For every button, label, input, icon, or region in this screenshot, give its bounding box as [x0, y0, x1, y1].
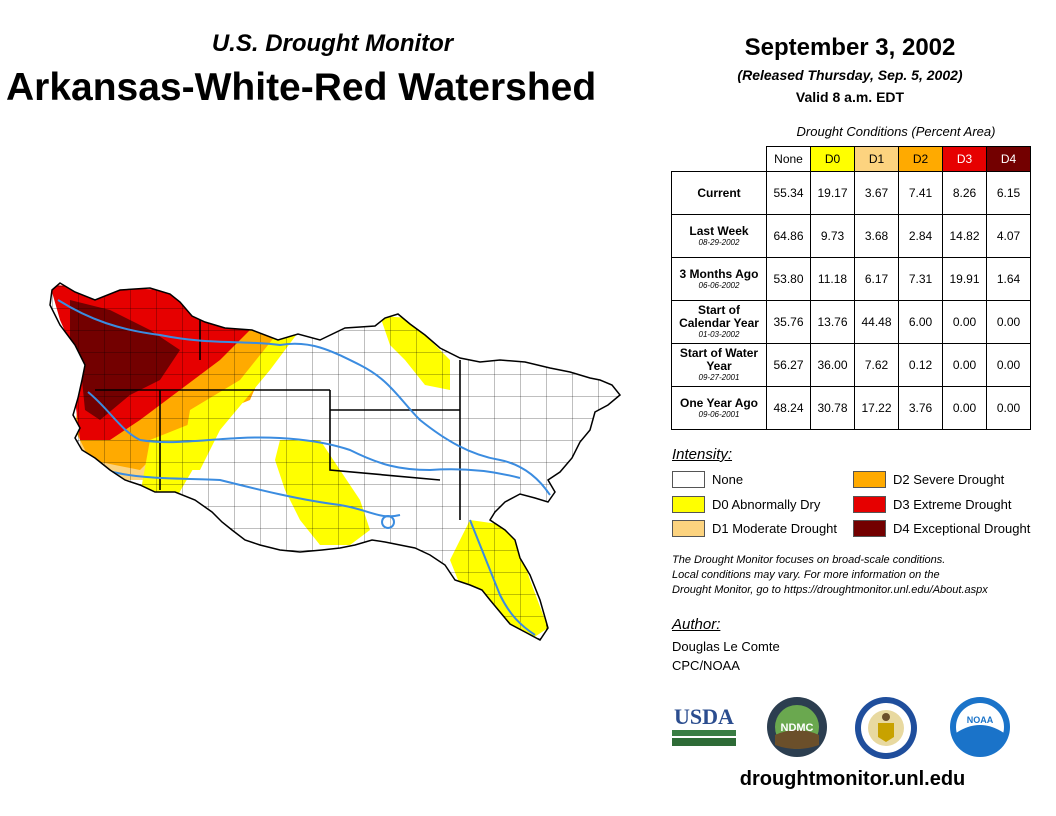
table-cell: 0.00 [942, 343, 987, 387]
river-arkansas [57, 299, 551, 496]
table-cell: 30.78 [810, 386, 855, 430]
table-cell: 11.18 [810, 257, 855, 301]
table-cell: 17.22 [854, 386, 899, 430]
table-cell: 35.76 [766, 300, 811, 344]
row-label: Current [671, 171, 767, 215]
river-red [104, 469, 401, 518]
table-cell: 36.00 [810, 343, 855, 387]
river-lower [469, 519, 536, 636]
table-row: One Year Ago 09-06-2001 48.24 30.78 17.22… [671, 386, 1031, 430]
usda-logo-icon: USDA [672, 704, 736, 746]
website-link[interactable]: droughtmonitor.unl.edu [739, 768, 966, 790]
table-cell: 0.00 [986, 300, 1031, 344]
legend-item-d0: D0 Abnormally Dry [672, 496, 820, 513]
author-org: CPC/NOAA [672, 658, 740, 673]
legend-item-none: None [672, 471, 743, 488]
drought-stats-table: None D0 D1 D2 D3 D4 Current 55.34 19.17 … [671, 146, 1031, 430]
table-caption: Drought Conditions (Percent Area) [796, 124, 996, 139]
table-cell: 19.91 [942, 257, 987, 301]
table-cell: 9.73 [810, 214, 855, 258]
table-cell: 64.86 [766, 214, 811, 258]
table-cell: 0.00 [986, 343, 1031, 387]
legend-swatch [853, 496, 886, 513]
release-date: (Released Thursday, Sep. 5, 2002) [737, 67, 963, 83]
doc-seal-icon [855, 697, 917, 759]
watershed-map [49, 282, 621, 641]
map-date: September 3, 2002 [744, 34, 956, 61]
valid-time: Valid 8 a.m. EDT [795, 89, 905, 105]
row-label: One Year Ago 09-06-2001 [671, 386, 767, 430]
author-heading: Author: [672, 616, 721, 633]
col-d1: D1 [854, 146, 899, 172]
svg-text:USDA: USDA [674, 704, 734, 729]
table-cell: 19.17 [810, 171, 855, 215]
author-name: Douglas Le Comte [672, 639, 780, 654]
row-label: 3 Months Ago 06-06-2002 [671, 257, 767, 301]
col-none: None [766, 146, 811, 172]
table-cell: 48.24 [766, 386, 811, 430]
lake [381, 515, 395, 529]
table-cell: 6.00 [898, 300, 943, 344]
svg-text:NOAA: NOAA [967, 715, 994, 725]
map-subtitle: U.S. Drought Monitor [211, 30, 454, 57]
table-cell: 3.76 [898, 386, 943, 430]
row-label: Start of Calendar Year 01-03-2002 [671, 300, 767, 344]
table-cell: 56.27 [766, 343, 811, 387]
table-cell: 0.00 [942, 386, 987, 430]
table-cell: 3.67 [854, 171, 899, 215]
table-cell: 0.00 [986, 386, 1031, 430]
disclaimer-note: The Drought Monitor focuses on broad-sca… [672, 554, 988, 596]
col-d2: D2 [898, 146, 943, 172]
state-boundaries [95, 300, 461, 520]
table-cell: 13.76 [810, 300, 855, 344]
table-cell: 44.48 [854, 300, 899, 344]
drought-areas [50, 283, 620, 640]
legend-swatch [672, 471, 705, 488]
table-cell: 53.80 [766, 257, 811, 301]
table-cell: 0.12 [898, 343, 943, 387]
table-row: Current 55.34 19.17 3.67 7.41 8.26 6.15 [671, 171, 1031, 215]
header-blank [672, 147, 767, 172]
legend-swatch [853, 520, 886, 537]
author-info: Douglas Le Comte CPC/NOAA [672, 637, 780, 675]
legend-item-d4: D4 Exceptional Drought [853, 520, 1030, 537]
table-cell: 7.31 [898, 257, 943, 301]
table-cell: 3.68 [854, 214, 899, 258]
legend-swatch [672, 496, 705, 513]
table-header-row: None D0 D1 D2 D3 D4 [672, 146, 1031, 172]
table-row: Start of Calendar Year 01-03-2002 35.76 1… [671, 300, 1031, 344]
rivers [57, 299, 551, 636]
table-cell: 0.00 [942, 300, 987, 344]
table-row: Start of Water Year 09-27-2001 56.27 36.0… [671, 343, 1031, 387]
map-title: Arkansas-White-Red Watershed [6, 66, 597, 109]
legend-swatch [853, 471, 886, 488]
table-cell: 7.41 [898, 171, 943, 215]
table-cell: 1.64 [986, 257, 1031, 301]
table-cell: 7.62 [854, 343, 899, 387]
table-row: 3 Months Ago 06-06-2002 53.80 11.18 6.17 … [671, 257, 1031, 301]
table-cell: 6.15 [986, 171, 1031, 215]
legend-heading: Intensity: [672, 446, 733, 463]
noaa-logo-icon: NOAA [950, 697, 1010, 757]
table-cell: 6.17 [854, 257, 899, 301]
table-row: Last Week 08-29-2002 64.86 9.73 3.68 2.84… [671, 214, 1031, 258]
ndmc-logo-icon: NDMC [767, 697, 827, 757]
legend-item-d2: D2 Severe Drought [853, 471, 1004, 488]
legend-item-d3: D3 Extreme Drought [853, 496, 1012, 513]
table-cell: 4.07 [986, 214, 1031, 258]
table-cell: 8.26 [942, 171, 987, 215]
table-cell: 55.34 [766, 171, 811, 215]
legend-item-d1: D1 Moderate Drought [672, 520, 837, 537]
river-canadian [87, 391, 521, 479]
legend-swatch [672, 520, 705, 537]
svg-text:NDMC: NDMC [781, 722, 814, 734]
row-label: Last Week 08-29-2002 [671, 214, 767, 258]
row-label: Start of Water Year 09-27-2001 [671, 343, 767, 387]
col-d3: D3 [942, 146, 987, 172]
table-cell: 2.84 [898, 214, 943, 258]
col-d0: D0 [810, 146, 855, 172]
table-cell: 14.82 [942, 214, 987, 258]
col-d4: D4 [986, 146, 1031, 172]
county-boundaries [50, 283, 620, 640]
